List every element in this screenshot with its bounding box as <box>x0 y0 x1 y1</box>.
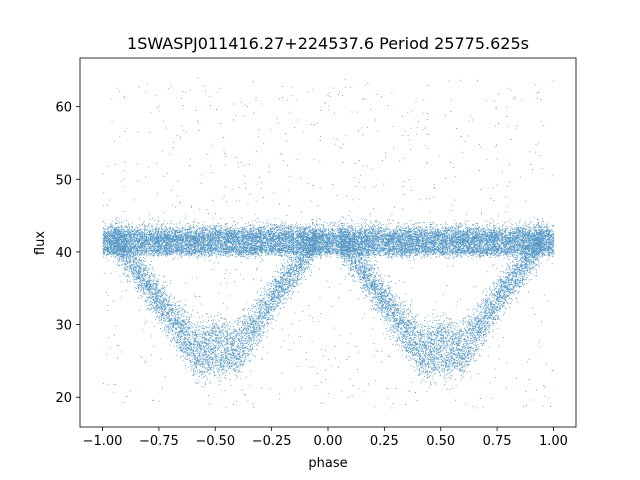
x-tick-label: −0.75 <box>139 434 179 449</box>
y-axis-label: flux <box>33 231 48 255</box>
x-axis-label: phase <box>308 456 347 471</box>
y-tick-label: 20 <box>55 391 72 406</box>
y-tick-label: 60 <box>55 101 72 116</box>
x-tick-label: 0.50 <box>426 434 455 449</box>
y-tick-label: 50 <box>55 173 72 188</box>
x-tick-label: 0.75 <box>483 434 512 449</box>
x-axis-ticks: −1.00 −0.75 −0.50 −0.25 0.00 0.25 0.50 0.75 1.00 <box>83 427 568 449</box>
x-tick-label: 1.00 <box>539 434 568 449</box>
scatter-points <box>102 77 555 409</box>
y-tick-label: 30 <box>55 319 72 334</box>
x-tick-label: −0.25 <box>252 434 292 449</box>
x-tick-label: 0.25 <box>370 434 399 449</box>
y-axis-ticks: 20 30 40 50 60 <box>55 101 80 406</box>
y-tick-label: 40 <box>55 246 72 261</box>
x-tick-label: −1.00 <box>83 434 123 449</box>
x-tick-label: −0.50 <box>195 434 235 449</box>
data-points <box>102 77 555 409</box>
chart-title: 1SWASPJ011416.27+224537.6 Period 25775.6… <box>127 34 529 53</box>
x-tick-label: 0.00 <box>314 434 343 449</box>
